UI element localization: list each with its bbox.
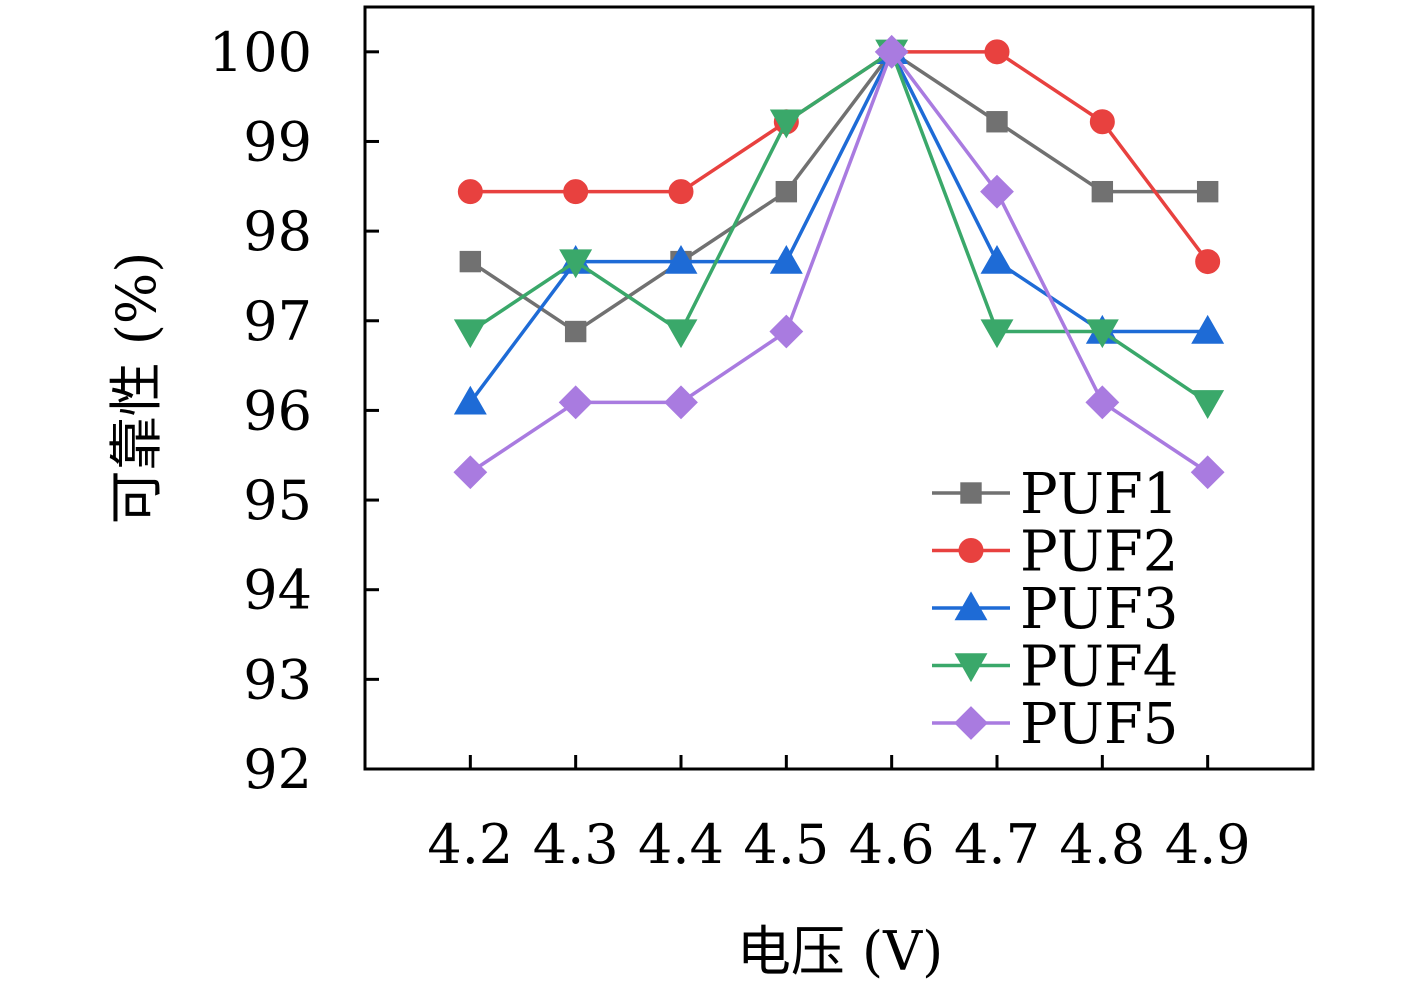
data-point	[457, 179, 483, 205]
legend-marker	[958, 538, 984, 563]
y-tick-label: 94	[243, 559, 312, 622]
data-point	[1085, 385, 1120, 420]
data-point	[459, 250, 482, 273]
legend-marker	[954, 591, 988, 621]
plot-frame	[363, 5, 1315, 771]
series-puf5	[453, 34, 1225, 490]
data-point	[980, 174, 1014, 209]
data-point	[668, 179, 694, 205]
series-puf4	[453, 39, 1225, 419]
y-axis-ticks: 92 93 94 95 96 97 98 99 100	[209, 21, 379, 801]
y-tick-label: 95	[243, 469, 312, 532]
data-point	[1091, 180, 1114, 203]
x-tick-label: 4.6	[849, 813, 935, 876]
legend-label: PUF4	[1020, 635, 1178, 700]
data-point	[1195, 249, 1221, 275]
legend-label: PUF2	[1020, 520, 1178, 585]
legend-entry: PUF1	[932, 462, 1178, 527]
data-point	[453, 455, 488, 490]
data-point	[874, 34, 909, 69]
series-puf3	[453, 35, 1225, 415]
data-point	[1085, 319, 1119, 349]
x-tick-label: 4.9	[1165, 813, 1251, 876]
y-tick-label: 98	[243, 200, 312, 263]
data-point	[1190, 455, 1225, 490]
data-point	[664, 385, 698, 420]
data-point	[453, 319, 487, 349]
x-axis-title: 电压 (V)	[737, 920, 943, 983]
data-point	[453, 385, 487, 415]
legend-marker	[960, 482, 982, 504]
data-point	[1089, 109, 1115, 135]
data-point	[664, 244, 698, 274]
y-tick-label: 96	[243, 379, 312, 442]
data-point	[664, 319, 698, 349]
legend-label: PUF5	[1020, 692, 1178, 757]
x-tick-label: 4.2	[427, 813, 513, 876]
legend-label: PUF3	[1020, 577, 1178, 642]
data-point	[1191, 390, 1225, 419]
legend-entry: PUF4	[932, 635, 1178, 700]
x-tick-label: 4.4	[638, 813, 724, 876]
y-tick-label: 97	[243, 290, 312, 353]
data-point	[986, 111, 1008, 133]
x-axis-ticks: 4.2 4.3 4.4 4.5 4.6 4.7 4.8 4.9	[427, 755, 1251, 876]
data-point	[769, 314, 804, 349]
y-tick-label: 100	[209, 21, 312, 84]
y-tick-label: 99	[243, 110, 312, 173]
series-line	[469, 50, 1209, 404]
data-point	[769, 244, 803, 274]
data-point	[1196, 180, 1219, 203]
x-tick-label: 4.7	[954, 813, 1040, 876]
series-line	[468, 50, 1208, 404]
series-line	[469, 50, 1208, 334]
series-layer	[453, 34, 1225, 490]
data-point	[564, 320, 587, 343]
data-point	[558, 385, 593, 420]
x-tick-label: 4.5	[743, 813, 829, 876]
legend-entry: PUF2	[932, 520, 1178, 585]
data-point	[563, 179, 589, 205]
x-tick-label: 4.8	[1059, 813, 1145, 876]
legend-entry: PUF3	[932, 577, 1178, 642]
data-point	[769, 109, 803, 139]
series-line	[469, 50, 1209, 474]
legend-label: PUF1	[1020, 462, 1178, 527]
data-point	[1191, 314, 1225, 344]
y-tick-label: 92	[243, 738, 312, 801]
data-point	[559, 249, 593, 279]
legend-marker	[954, 653, 988, 683]
y-axis-title: 可靠性 (%)	[105, 252, 168, 525]
data-point	[980, 244, 1014, 274]
y-tick-label: 93	[243, 648, 312, 711]
legend-entry: PUF5	[932, 692, 1178, 757]
x-tick-label: 4.3	[533, 813, 619, 876]
legend-marker	[954, 706, 988, 740]
data-point	[984, 39, 1010, 65]
data-point	[980, 319, 1014, 349]
data-point	[775, 180, 798, 203]
